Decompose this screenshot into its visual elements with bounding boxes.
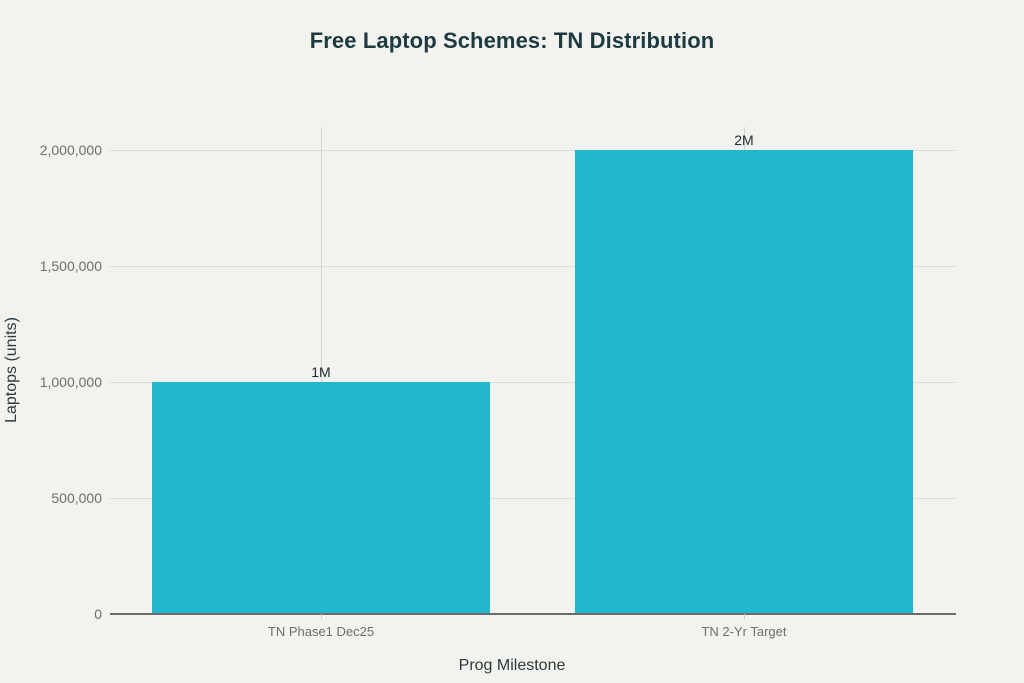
plot-area: 1M 2M [110,127,956,614]
y-axis-title: Laptops (units) [3,317,20,423]
xtick-label-tn-phase1-dec25: TN Phase1 Dec25 [267,624,375,639]
gridline-1500000 [110,266,956,267]
data-label-bar-2: 2M [734,132,754,148]
ytick-label-500000: 500,000 [51,490,102,506]
bar-tn-2yr-target[interactable] [575,150,913,614]
ytick-label-0: 0 [94,606,102,622]
ytick-label-2000000: 2,000,000 [39,142,102,158]
xtick-mark-1 [321,614,322,619]
xtick-label-tn-2yr-target: TN 2-Yr Target [701,624,787,639]
gridline-500000 [110,498,956,499]
bar-tn-phase1-dec25[interactable] [152,382,490,614]
ytick-label-1500000: 1,500,000 [39,258,102,274]
gridline-2000000 [110,150,956,151]
x-axis-line [110,613,956,615]
x-axis-title: Prog Milestone [458,657,566,674]
ytick-label-1000000: 1,000,000 [39,374,102,390]
chart-title: Free Laptop Schemes: TN Distribution [309,28,715,53]
gridline-1000000 [110,382,956,383]
data-label-bar-1: 1M [311,364,331,380]
vgridline-cat-1 [321,127,322,614]
xtick-mark-2 [744,614,745,619]
